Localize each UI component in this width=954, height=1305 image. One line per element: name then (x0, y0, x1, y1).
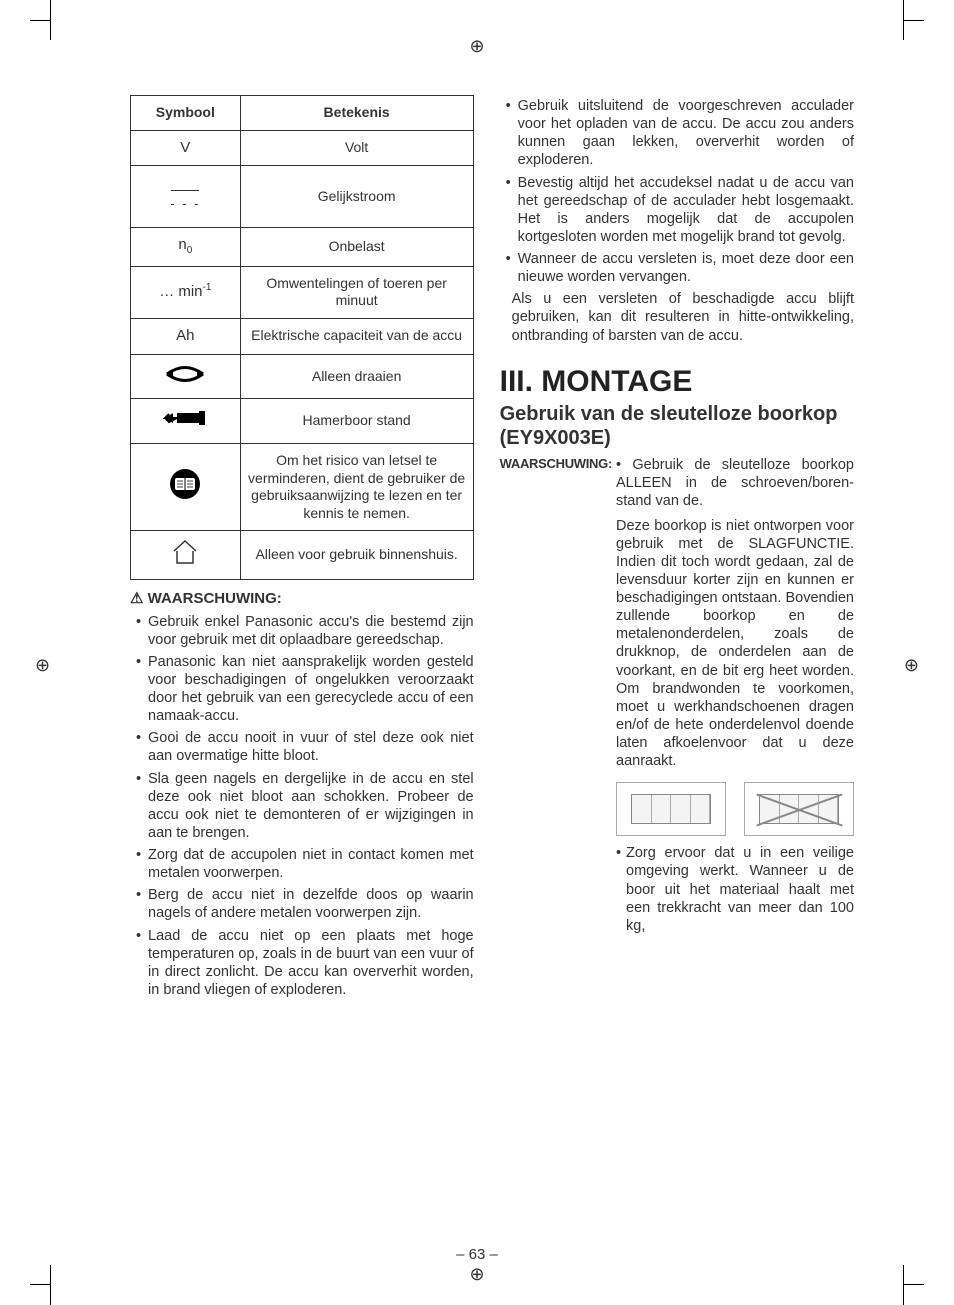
chuck-crossed-icon (744, 782, 854, 836)
table-row: Hamerboor stand (131, 399, 474, 444)
table-row: n0 Onbelast (131, 228, 474, 267)
list-item: Gebruik uitsluitend de voorgeschreven ac… (512, 97, 854, 170)
section-subtitle: Gebruik van de sleutelloze boorkop (EY9X… (500, 402, 854, 450)
table-row: … min-1 Omwentelingen of toeren per minu… (131, 266, 474, 318)
list-item: Berg de accu niet in dezelfde doos op wa… (142, 886, 474, 922)
inline-warning-label: WAARSCHUWING: (500, 456, 612, 472)
warning-heading: ⚠ WAARSCHUWING: (130, 590, 474, 609)
registration-mark-icon: ⊕ (35, 655, 50, 676)
table-row: - - - Gelijkstroom (131, 166, 474, 228)
list-item: Zorg dat de accupolen niet in contact ko… (142, 846, 474, 882)
indoor-use-icon (131, 531, 241, 580)
list-item: Sla geen nagels en dergelijke in de accu… (142, 770, 474, 843)
warning-body: Gebruik de sleutelloze boorkop ALLEEN in… (616, 456, 854, 941)
chuck-figures (616, 782, 854, 836)
th-meaning: Betekenis (240, 96, 473, 131)
table-row: Ah Elektrische capaciteit van de accu (131, 318, 474, 354)
list-item: Gooi de accu nooit in vuur of stel deze … (142, 729, 474, 765)
list-item: Laad de accu niet op een plaats met hoge… (142, 927, 474, 1000)
warning-triangle-icon: ⚠ (130, 590, 143, 609)
read-manual-icon (131, 444, 241, 531)
table-row: Alleen voor gebruik binnenshuis. (131, 531, 474, 580)
symbols-table: Symbool Betekenis V Volt - - - Gelijkstr… (130, 95, 474, 580)
list-item: Gebruik enkel Panasonic accu's die beste… (142, 613, 474, 649)
rotate-only-icon (131, 354, 241, 399)
symbol-v: V (131, 130, 241, 166)
table-row: V Volt (131, 130, 474, 166)
symbol-rpm: … min-1 (131, 266, 241, 318)
registration-mark-icon: ⊕ (469, 1264, 484, 1285)
symbol-dc-icon: - - - (131, 166, 241, 228)
symbol-n0: n0 (131, 228, 241, 267)
th-symbol: Symbool (131, 96, 241, 131)
hammer-drill-icon (131, 399, 241, 444)
registration-mark-icon: ⊕ (904, 655, 919, 676)
table-row: Om het risico van letsel te verminderen,… (131, 444, 474, 531)
table-row: Alleen draaien (131, 354, 474, 399)
registration-mark-icon: ⊕ (469, 36, 484, 57)
page-number: – 63 – (456, 1246, 498, 1263)
chuck-ok-icon (616, 782, 726, 836)
symbol-ah: Ah (131, 318, 241, 354)
warning-list: Gebruik enkel Panasonic accu's die beste… (130, 613, 474, 1000)
list-item: Bevestig altijd het accudeksel nadat u d… (512, 174, 854, 247)
section-title: III. MONTAGE (500, 363, 854, 401)
right-warning-list: Gebruik uitsluitend de voorgeschreven ac… (500, 97, 854, 286)
right-indent-text: Als u een versleten of beschadigde accu … (500, 290, 854, 344)
list-item: Panasonic kan niet aansprakelijk worden … (142, 653, 474, 726)
list-item: Wanneer de accu versleten is, moet deze … (512, 250, 854, 286)
